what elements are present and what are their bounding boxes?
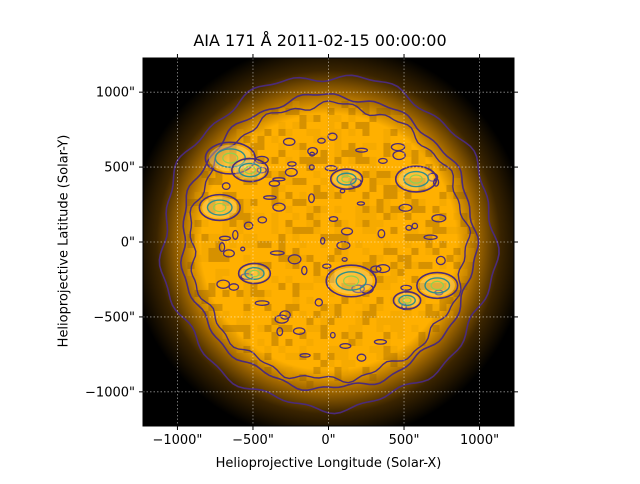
y-tick-label: 500" bbox=[104, 161, 135, 176]
y-tick-label: 1000" bbox=[96, 86, 135, 101]
plot-frame bbox=[142, 57, 515, 427]
x-tick-label: −1000" bbox=[152, 433, 202, 448]
y-tick-label: −500" bbox=[93, 310, 135, 325]
y-axis-label: Helioprojective Latitude (Solar-Y) bbox=[56, 134, 72, 348]
active-region bbox=[394, 165, 438, 193]
grid bbox=[143, 58, 514, 426]
active-region bbox=[325, 264, 377, 298]
y-tick-label: 0" bbox=[121, 236, 135, 251]
x-axis-label: Helioprojective Longitude (Solar-X) bbox=[215, 456, 442, 471]
active-region bbox=[392, 291, 422, 310]
x-tick-label: −500" bbox=[232, 433, 274, 448]
x-tick-label: 500" bbox=[389, 433, 420, 448]
active-region bbox=[198, 193, 241, 222]
x-tick-label: 0" bbox=[321, 433, 335, 448]
inner-limb-contour bbox=[189, 100, 472, 384]
y-tick-label: −1000" bbox=[85, 385, 135, 400]
active-region bbox=[237, 262, 272, 285]
active-region bbox=[204, 141, 257, 175]
active-region bbox=[416, 271, 459, 300]
axes: −1000" −500" 0" 500" 1000" −1000" −500" 0" 500" 1… bbox=[85, 54, 518, 448]
chart-title: AIA 171 Å 2011-02-15 00:00:00 bbox=[193, 31, 447, 50]
plot-area bbox=[143, 58, 514, 426]
active-region bbox=[231, 157, 269, 183]
x-tick-label: 1000" bbox=[460, 433, 499, 448]
disk-texture bbox=[187, 100, 475, 388]
small-contours bbox=[216, 132, 447, 362]
active-region bbox=[329, 168, 364, 190]
